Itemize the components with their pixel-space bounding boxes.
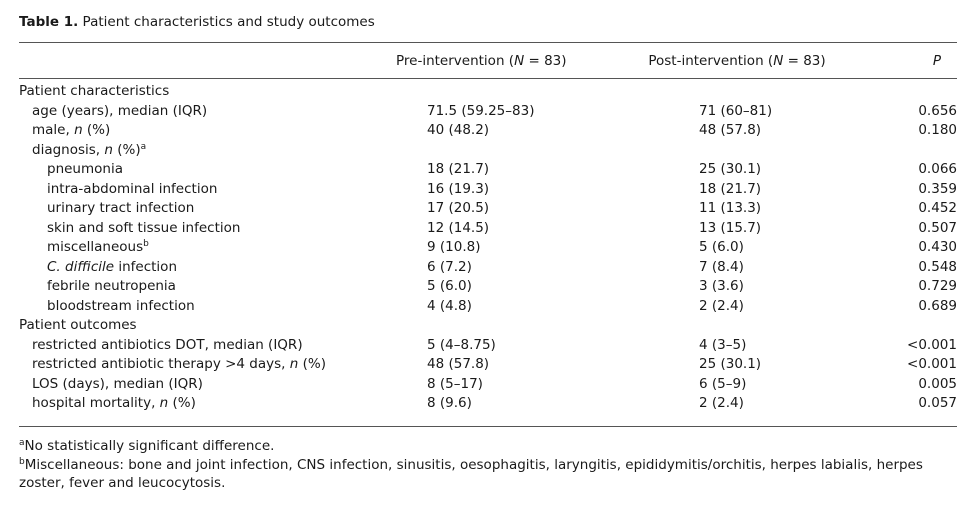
table-row-male: male, n (%) 40 (48.2) 48 (57.8) 0.180 bbox=[32, 122, 957, 138]
bottom-rule bbox=[19, 426, 957, 427]
table-row-febrile-neutropenia: febrile neutropenia 5 (6.0) 3 (3.6) 0.72… bbox=[47, 278, 957, 294]
table-row-mortality: hospital mortality, n (%) 8 (9.6) 2 (2.4… bbox=[32, 395, 957, 411]
table-caption: Table 1. Patient characteristics and stu… bbox=[19, 12, 375, 32]
table-row-pneumonia: pneumonia 18 (21.7) 25 (30.1) 0.066 bbox=[47, 161, 957, 177]
header-rule bbox=[19, 78, 957, 79]
footnote-marker-b: b bbox=[143, 239, 149, 249]
header-p-value: P bbox=[932, 53, 941, 69]
table-row-skin-soft-tissue: skin and soft tissue infection 12 (14.5)… bbox=[47, 219, 957, 236]
table-body: Patient characteristics age (years), med… bbox=[19, 82, 957, 414]
caption-label: Table 1. bbox=[19, 14, 79, 30]
section-patient-outcomes: Patient outcomes bbox=[19, 317, 137, 333]
table-footnotes: aNo statistically significant difference… bbox=[19, 437, 957, 493]
footnote-a: aNo statistically significant difference… bbox=[19, 438, 275, 454]
table-row-diagnosis: diagnosis, n (%)a bbox=[32, 141, 147, 158]
top-rule bbox=[19, 42, 957, 43]
table-row-urinary-tract: urinary tract infection 17 (20.5) 11 (13… bbox=[47, 200, 957, 216]
table-row-age: age (years), median (IQR) 71.5 (59.25–83… bbox=[32, 102, 957, 119]
header-post-intervention: Post-intervention (N = 83) bbox=[648, 53, 826, 69]
footnote-marker-a: a bbox=[140, 141, 147, 152]
table-row-intra-abdominal: intra-abdominal infection 16 (19.3) 18 (… bbox=[47, 180, 957, 197]
header-pre-intervention: Pre-intervention (N = 83) bbox=[396, 53, 567, 69]
table-row-dot: restricted antibiotics DOT, median (IQR)… bbox=[32, 336, 957, 353]
table-row-los: LOS (days), median (IQR) 8 (5–17) 6 (5–9… bbox=[32, 375, 957, 392]
table-row-therapy: restricted antibiotic therapy >4 days, n… bbox=[32, 356, 957, 372]
table-row-miscellaneous: miscellaneousb 9 (10.8) 5 (6.0) 0.430 bbox=[47, 239, 957, 255]
table-row-bloodstream: bloodstream infection 4 (4.8) 2 (2.4) 0.… bbox=[47, 297, 957, 314]
footnote-b: bMiscellaneous: bone and joint infection… bbox=[19, 456, 923, 492]
section-patient-characteristics: Patient characteristics bbox=[19, 83, 170, 99]
caption-text: Patient characteristics and study outcom… bbox=[82, 14, 375, 30]
table-row-c-difficile: C. difficile infection 6 (7.2) 7 (8.4) 0… bbox=[47, 258, 957, 275]
